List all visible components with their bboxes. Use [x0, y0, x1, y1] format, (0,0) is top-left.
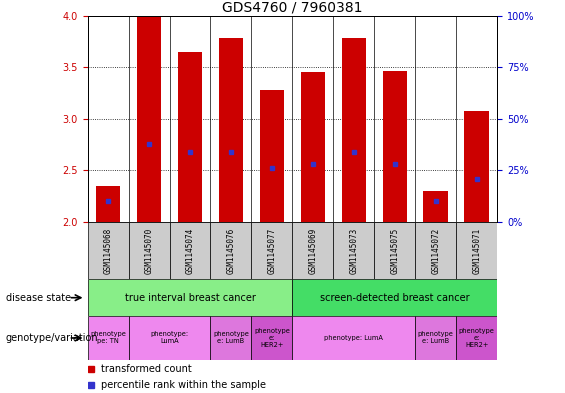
Text: GSM1145068: GSM1145068: [103, 228, 112, 274]
Bar: [251, 316, 293, 360]
Text: GSM1145071: GSM1145071: [472, 228, 481, 274]
Bar: [293, 316, 415, 360]
Bar: [137, 16, 162, 222]
Bar: [457, 222, 497, 279]
Text: GSM1145074: GSM1145074: [185, 228, 194, 274]
Bar: [219, 39, 244, 222]
Bar: [374, 222, 415, 279]
Text: phenotype
e: LumB: phenotype e: LumB: [418, 331, 454, 345]
Bar: [457, 316, 497, 360]
Bar: [129, 316, 211, 360]
Bar: [88, 222, 129, 279]
Text: GSM1145073: GSM1145073: [349, 228, 358, 274]
Text: phenotype
e: LumB: phenotype e: LumB: [213, 331, 249, 345]
Text: GSM1145076: GSM1145076: [227, 228, 236, 274]
Bar: [424, 191, 448, 222]
Bar: [251, 222, 293, 279]
Bar: [333, 222, 374, 279]
Text: GSM1145069: GSM1145069: [308, 228, 318, 274]
Text: phenotype:
LumA: phenotype: LumA: [150, 331, 189, 345]
Text: GSM1145075: GSM1145075: [390, 228, 399, 274]
Bar: [88, 316, 129, 360]
Text: true interval breast cancer: true interval breast cancer: [124, 293, 255, 303]
Bar: [293, 279, 497, 316]
Bar: [95, 186, 120, 222]
Bar: [293, 222, 333, 279]
Text: GSM1145072: GSM1145072: [431, 228, 440, 274]
Bar: [464, 111, 489, 222]
Bar: [177, 52, 202, 222]
Text: disease state: disease state: [6, 293, 71, 303]
Text: genotype/variation: genotype/variation: [6, 333, 98, 343]
Text: screen-detected breast cancer: screen-detected breast cancer: [320, 293, 470, 303]
Bar: [88, 279, 293, 316]
Bar: [211, 222, 251, 279]
Bar: [415, 222, 457, 279]
Bar: [129, 222, 170, 279]
Text: percentile rank within the sample: percentile rank within the sample: [101, 380, 266, 390]
Bar: [211, 316, 251, 360]
Text: GSM1145077: GSM1145077: [267, 228, 276, 274]
Text: phenotype: LumA: phenotype: LumA: [324, 335, 383, 341]
Bar: [260, 90, 284, 222]
Bar: [341, 39, 366, 222]
Bar: [383, 72, 407, 222]
Bar: [301, 72, 325, 222]
Text: phenotype
e:
HER2+: phenotype e: HER2+: [254, 328, 290, 348]
Title: GDS4760 / 7960381: GDS4760 / 7960381: [222, 0, 363, 15]
Text: phenotype
e:
HER2+: phenotype e: HER2+: [459, 328, 494, 348]
Text: transformed count: transformed count: [101, 364, 192, 375]
Text: GSM1145070: GSM1145070: [145, 228, 154, 274]
Text: phenotype
pe: TN: phenotype pe: TN: [90, 331, 126, 345]
Bar: [170, 222, 210, 279]
Bar: [415, 316, 457, 360]
